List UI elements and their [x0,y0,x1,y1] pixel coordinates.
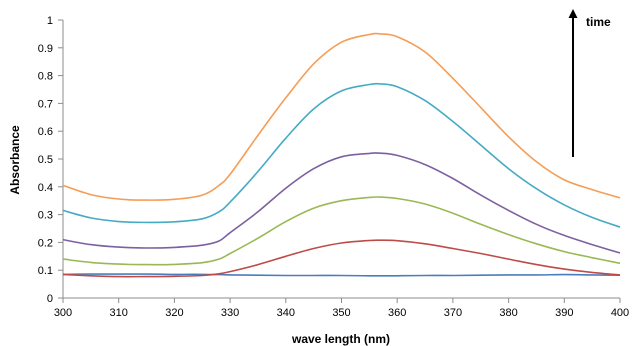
x-tick-label: 340 [277,307,295,319]
y-tick-label: 0.1 [38,265,53,277]
series-lines [62,32,621,278]
x-tick-label: 310 [110,307,128,319]
y-tick-label: 0.9 [38,43,53,55]
y-tick-label: 0.2 [38,237,53,249]
y-tick-label: 0.8 [38,71,53,83]
time-annotation: time [568,9,611,157]
y-axis: 0 0.1 0.2 0.3 0.4 0.5 0.6 0.7 0.8 0.9 1 [38,15,64,305]
series-line-1 [62,273,621,277]
series-line-6 [62,32,621,201]
series-line-2 [62,239,621,278]
y-tick-label: 1 [47,15,53,27]
series-line-5 [62,82,621,228]
y-tick-label: 0.4 [38,182,53,194]
x-tick-label: 370 [444,307,462,319]
y-tick-label: 0.3 [38,210,53,222]
x-tick-label: 390 [555,307,573,319]
series-line-4 [62,152,621,254]
x-axis: 300 310 320 330 340 350 360 370 380 390 400 [54,297,629,319]
x-axis-title: wave length (nm) [291,332,390,346]
x-tick-label: 380 [499,307,517,319]
series-line-3 [62,196,621,266]
x-tick-label: 350 [332,307,350,319]
y-tick-label: 0.6 [38,126,53,138]
y-tick-label: 0.5 [38,154,53,166]
x-tick-label: 360 [388,307,406,319]
x-tick-label: 320 [165,307,183,319]
time-arrow-head [568,9,578,18]
x-tick-label: 330 [221,307,239,319]
y-tick-label: 0 [47,293,53,305]
y-axis-title: Absorbance [8,125,22,195]
y-tick-label: 0.7 [38,98,53,110]
x-tick-label: 300 [54,307,72,319]
x-tick-label: 400 [611,307,629,319]
time-label: time [586,15,611,29]
